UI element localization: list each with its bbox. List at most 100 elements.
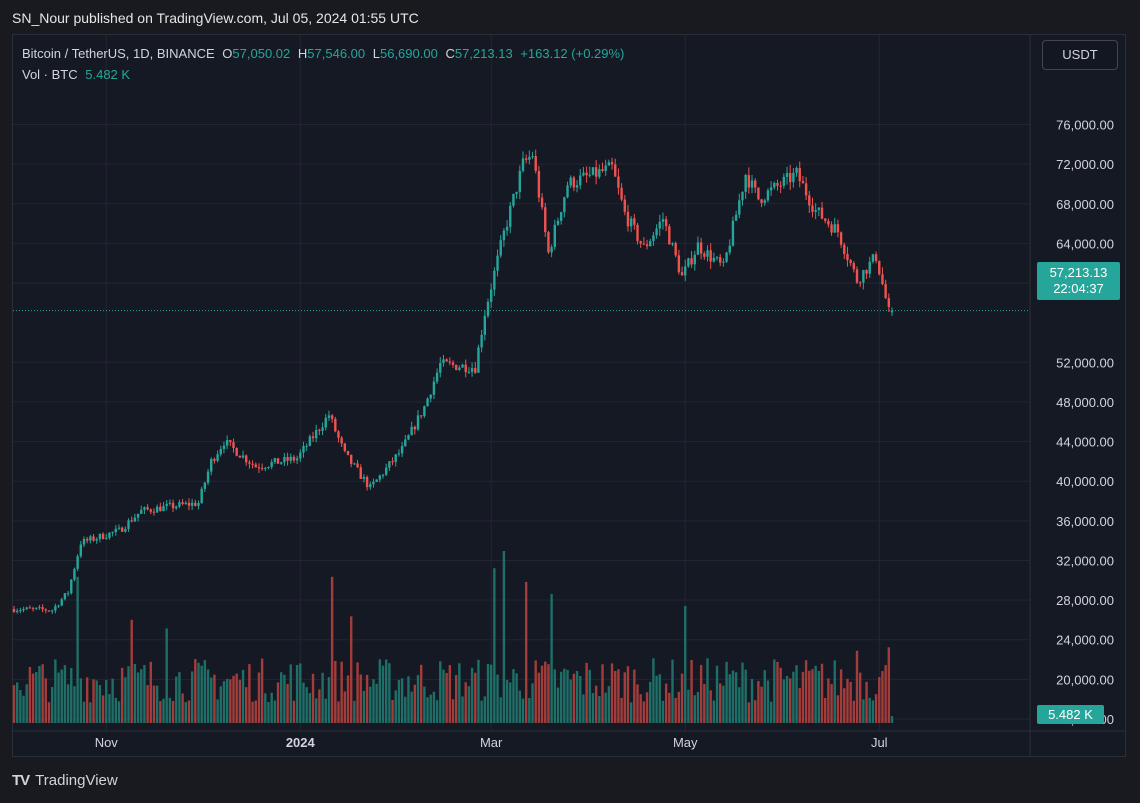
- candle-body: [337, 431, 340, 438]
- candle-body: [330, 415, 334, 420]
- volume-bar: [836, 695, 840, 723]
- candle-body: [311, 436, 315, 439]
- candle-body: [327, 415, 331, 418]
- y-tick-label: 64,000.00: [1056, 236, 1114, 251]
- candle-body: [120, 527, 124, 532]
- candle-body: [534, 156, 537, 171]
- volume-bar: [267, 701, 270, 723]
- volume-bar: [754, 700, 757, 723]
- volume-bar: [499, 697, 502, 723]
- candle-body: [690, 258, 693, 265]
- candle-body: [512, 193, 515, 206]
- candle-body: [423, 406, 426, 417]
- volume-bar: [435, 700, 439, 723]
- candle-body: [814, 210, 817, 212]
- bar-countdown: 22:04:37: [1053, 281, 1104, 296]
- candle-body: [747, 175, 751, 188]
- volume-bar: [181, 693, 184, 723]
- candle-body: [82, 538, 86, 545]
- tradingview-logo[interactable]: TV TradingView: [12, 772, 118, 789]
- currency-button[interactable]: USDT: [1042, 40, 1118, 70]
- candle-body: [480, 334, 483, 348]
- candle-body: [693, 254, 696, 265]
- volume-bar: [85, 677, 89, 723]
- candle-body: [318, 429, 321, 431]
- candle-body: [359, 467, 362, 479]
- candle-body: [795, 167, 798, 173]
- candle-body: [130, 520, 133, 522]
- candle-body: [677, 255, 681, 273]
- candle-body: [66, 593, 70, 595]
- volume-bar: [734, 672, 738, 723]
- volume-bar: [757, 681, 760, 723]
- candle-body: [518, 170, 522, 192]
- volume-bar: [610, 663, 614, 723]
- volume-bar: [798, 687, 801, 723]
- volume-bar: [563, 668, 566, 723]
- volume-bar: [155, 685, 159, 723]
- candle-body: [369, 484, 372, 488]
- candle-body: [178, 502, 181, 507]
- volume-bar: [617, 669, 620, 723]
- candle-body: [321, 427, 324, 431]
- volume-bar: [804, 660, 808, 723]
- candle-body: [210, 459, 213, 472]
- volume-bar: [852, 700, 856, 723]
- candle-body: [709, 250, 712, 262]
- high-key: H: [297, 46, 308, 61]
- volume-label[interactable]: Vol · BTC: [22, 67, 78, 82]
- candle-body: [553, 224, 556, 248]
- candle-body: [839, 232, 843, 245]
- volume-legend: Vol · BTC 5.482 K: [22, 67, 134, 82]
- chart-pane[interactable]: [12, 34, 1126, 757]
- candle-body: [801, 181, 805, 184]
- symbol-label[interactable]: Bitcoin / TetherUS, 1D, BINANCE: [22, 46, 215, 61]
- candle-body: [235, 448, 238, 456]
- volume-value: 5.482 K: [85, 67, 131, 82]
- candle-body: [419, 415, 423, 417]
- candle-body: [858, 282, 862, 284]
- volume-bar: [130, 619, 133, 723]
- candle-body: [639, 241, 642, 244]
- volume-bar: [432, 691, 436, 723]
- high-value: 57,546.00: [307, 46, 366, 61]
- candle-body: [70, 579, 73, 594]
- volume-bar: [763, 670, 766, 723]
- volume-bar: [391, 700, 394, 723]
- candle-body: [407, 435, 410, 440]
- volume-bar: [483, 696, 487, 723]
- volume-bar: [197, 662, 200, 723]
- volume-bar: [31, 673, 35, 723]
- volume-bar: [400, 678, 404, 723]
- candle-body: [550, 247, 553, 253]
- volume-bar: [820, 663, 824, 723]
- candle-body: [114, 528, 117, 533]
- y-tick-label: 20,000.00: [1056, 672, 1114, 687]
- volume-bar: [607, 686, 611, 723]
- volume-bar: [696, 692, 700, 723]
- candle-body: [260, 468, 264, 470]
- volume-bar: [92, 679, 95, 723]
- candle-body: [540, 197, 544, 208]
- candle-body: [254, 464, 257, 468]
- volume-bar: [668, 692, 671, 723]
- candle-body: [127, 520, 130, 529]
- low-key: L: [372, 46, 380, 61]
- volume-bar: [789, 678, 792, 723]
- open-value: 57,050.02: [232, 46, 291, 61]
- tradingview-logo-text: TradingView: [35, 772, 118, 789]
- volume-bar: [165, 628, 168, 723]
- candle-body: [750, 180, 754, 188]
- candle-body: [410, 426, 413, 436]
- volume-bar: [381, 665, 385, 723]
- volume-bar: [585, 662, 588, 723]
- volume-bar: [620, 697, 623, 723]
- candle-body: [171, 502, 175, 509]
- candle-body: [661, 219, 665, 222]
- tradingview-logo-icon: TV: [12, 772, 30, 789]
- volume-bar: [518, 690, 522, 723]
- candle-body: [862, 270, 865, 283]
- last-price-tag: 57,213.13 22:04:37: [1037, 262, 1120, 300]
- volume-bar: [738, 687, 741, 723]
